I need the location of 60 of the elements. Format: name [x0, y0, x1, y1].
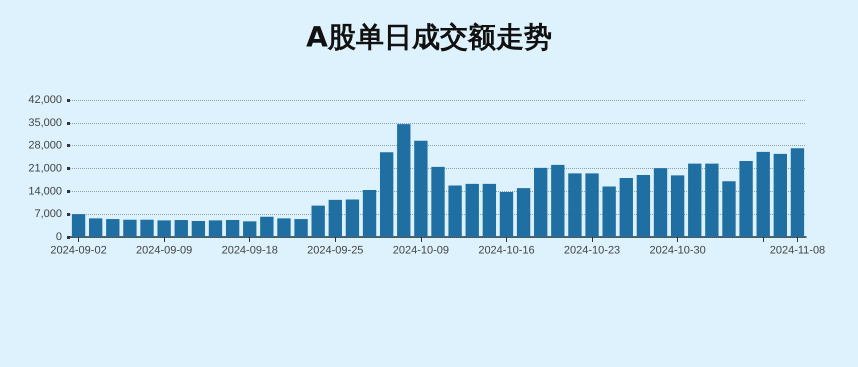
bar [380, 152, 394, 237]
x-tick-label: 2024-09-02 [50, 244, 107, 256]
bar [294, 219, 308, 237]
bar [756, 152, 770, 237]
bar [670, 175, 684, 237]
bar [192, 221, 206, 237]
chart-title: A股单日成交额走势 [306, 20, 552, 54]
bar [328, 200, 342, 237]
bar [654, 168, 668, 237]
bar [620, 178, 633, 237]
bar [226, 220, 240, 237]
bar [516, 188, 530, 237]
bar [397, 124, 410, 237]
bar [260, 216, 274, 237]
bar [448, 185, 462, 237]
bar [106, 219, 120, 237]
x-tick-label: 2024-09-09 [136, 244, 192, 256]
bar [688, 164, 702, 237]
y-tick-label: 14,000 [28, 185, 62, 198]
bar [312, 206, 325, 237]
bar [123, 220, 137, 237]
x-tick-label: 2024-09-25 [307, 244, 364, 256]
bar [414, 140, 428, 237]
bar [534, 168, 548, 237]
bar [705, 164, 719, 237]
bar [722, 181, 736, 237]
bar [72, 214, 86, 237]
bar [636, 175, 650, 237]
bar [585, 173, 599, 237]
bar [431, 166, 445, 237]
x-tick-label: 2024-10-09 [392, 244, 450, 256]
bar [568, 173, 582, 237]
bar [174, 220, 188, 237]
bar [157, 220, 171, 237]
bar [140, 220, 154, 237]
bar [551, 164, 564, 237]
bar [243, 221, 256, 237]
bar [500, 192, 514, 237]
bar [277, 218, 291, 237]
bar [346, 199, 360, 237]
bar [466, 184, 479, 237]
y-tick-label: 28,000 [28, 140, 62, 152]
bar [208, 220, 222, 237]
y-tick-label: 42,000 [28, 94, 62, 106]
x-tick-label: 2024-10-30 [649, 244, 706, 256]
y-tick-label: 21,000 [28, 162, 62, 174]
bar [739, 161, 753, 237]
y-tick-label: 7,000 [34, 208, 62, 220]
bar [482, 184, 496, 237]
bar [602, 186, 616, 237]
y-tick-label: 35,000 [28, 116, 62, 129]
bar [89, 218, 102, 237]
x-tick-label: 2024-11-08 [770, 244, 826, 256]
y-tick-label: 0 [56, 231, 62, 243]
x-tick-label: 2024-09-18 [222, 244, 278, 256]
bar [790, 148, 804, 237]
bar [362, 190, 376, 237]
x-tick-label: 2024-10-23 [564, 244, 620, 256]
bar [774, 154, 787, 237]
x-tick-label: 2024-10-16 [478, 244, 535, 256]
